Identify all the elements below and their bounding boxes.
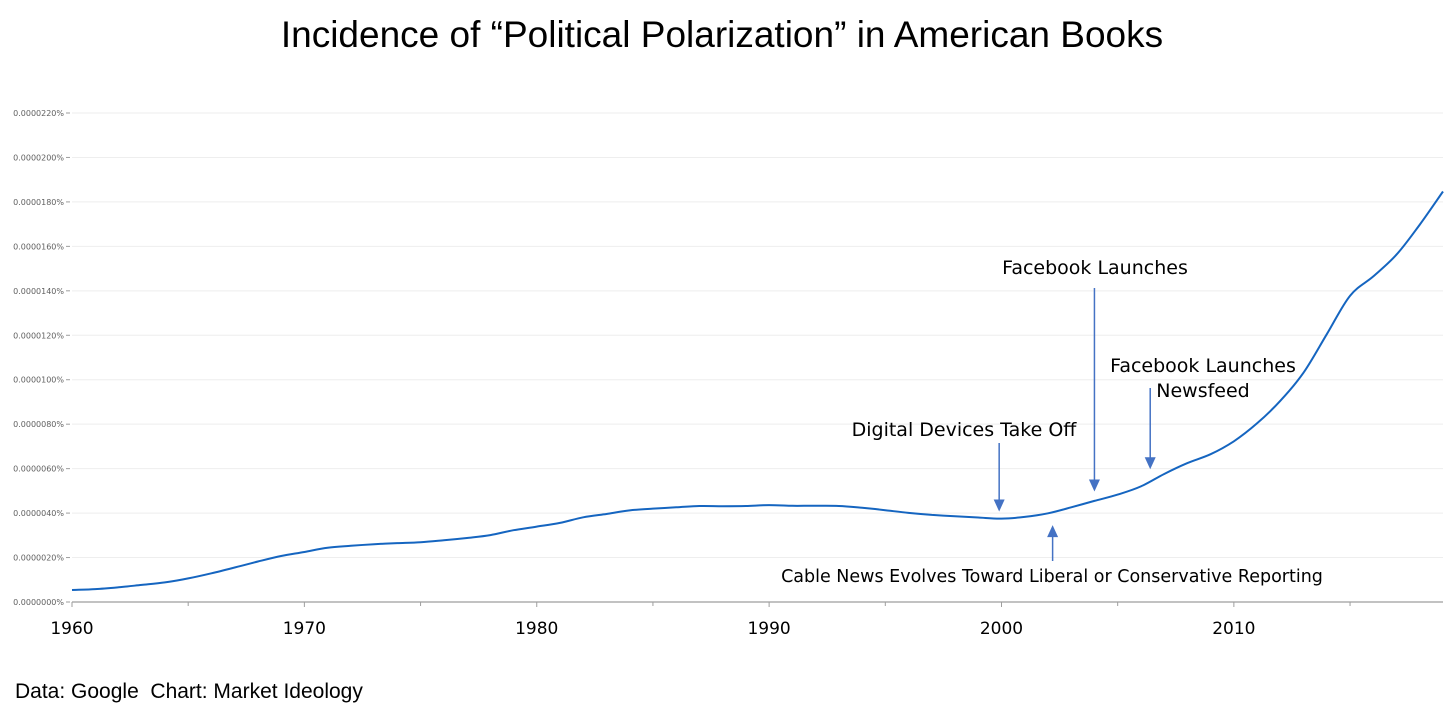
chart-title: Incidence of “Political Polarization” in… xyxy=(280,14,1164,55)
x-tick-label: 1990 xyxy=(747,619,790,639)
annotation-arrow-head xyxy=(1088,479,1100,492)
y-tick-label: 0.0000160% xyxy=(13,242,64,251)
y-tick-label: 0.0000200% xyxy=(13,153,64,162)
y-tick-label: 0.0000180% xyxy=(13,198,64,207)
y-tick-label: 0.0000080% xyxy=(13,420,64,429)
y-tick-label: 0.0000020% xyxy=(13,554,64,563)
gridlines xyxy=(72,112,1443,559)
annotation-label: Facebook Launches xyxy=(1002,257,1188,279)
series-layer xyxy=(71,190,1444,591)
annotations: Facebook Launches Facebook Launches Newsfe… xyxy=(781,257,1323,587)
y-tick-label: 0.0000100% xyxy=(13,376,64,385)
annotation-arrow-head xyxy=(1047,525,1059,538)
y-tick-label: 0.0000060% xyxy=(13,465,64,474)
annotation-label: Facebook Launches xyxy=(1110,355,1296,377)
annotation-arrow-head xyxy=(993,499,1005,512)
y-tick-label: 0.0000220% xyxy=(13,109,64,118)
source-note: Data: Google Chart: Market Ideology xyxy=(15,680,363,703)
series-line xyxy=(71,190,1444,591)
x-tick-label: 1980 xyxy=(515,619,558,639)
x-tick-label: 2010 xyxy=(1212,619,1255,639)
y-tick-label: 0.0000040% xyxy=(13,509,64,518)
y-tick-label: 0.0000120% xyxy=(13,331,64,340)
x-tick-label: 2000 xyxy=(980,619,1023,639)
x-tick-label: 1960 xyxy=(50,619,93,639)
x-tick-label: 1970 xyxy=(283,619,326,639)
x-axis: 1960 1970 1980 1990 2000 2010 xyxy=(50,601,1443,639)
y-tick-label: 0.0000140% xyxy=(13,287,64,296)
annotation-arrow-head xyxy=(1144,457,1156,470)
annotation-label: Digital Devices Take Off xyxy=(852,419,1078,441)
annotation-label: Cable News Evolves Toward Liberal or Con… xyxy=(781,567,1323,587)
y-tick-label: 0.0000000% xyxy=(13,598,64,607)
annotation-label: Newsfeed xyxy=(1156,380,1249,402)
y-axis: 0.0000000% 0.0000020% 0.0000040% 0.0000060%… xyxy=(13,109,70,607)
